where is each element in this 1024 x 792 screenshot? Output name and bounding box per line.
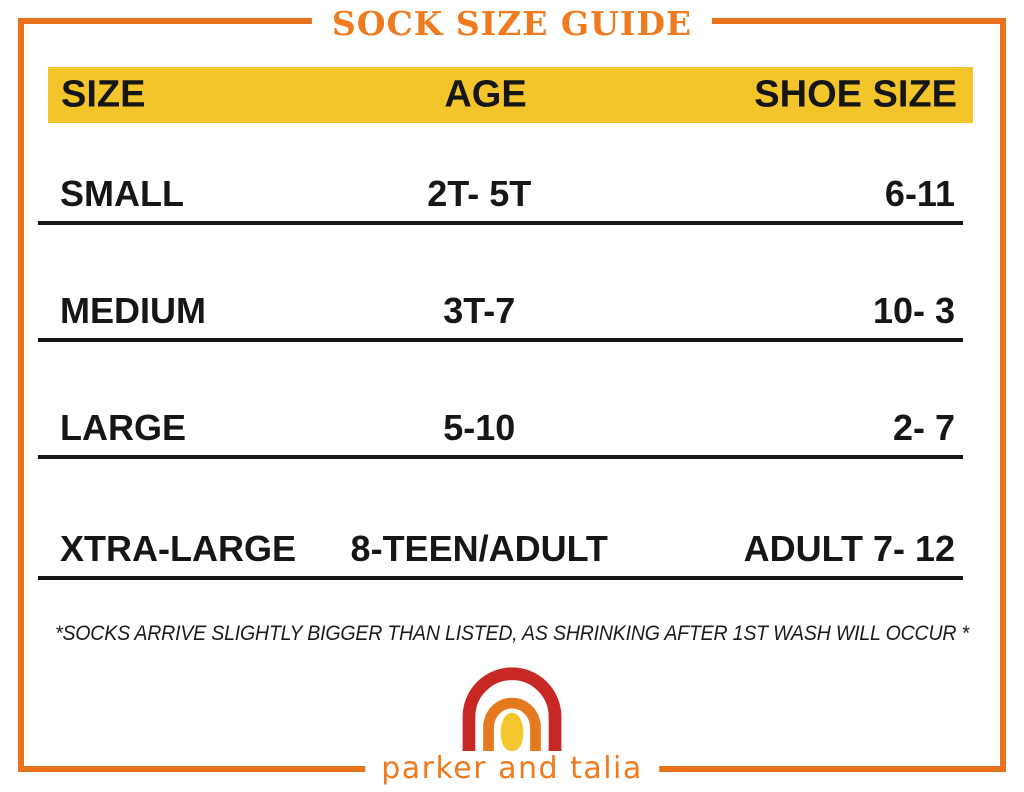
- cell-shoe-size: 10- 3: [872, 290, 955, 331]
- rainbow-logo-icon: [462, 667, 562, 752]
- header-age: AGE: [444, 73, 527, 116]
- cell-size: SMALL: [60, 173, 184, 214]
- cell-shoe-size: 2- 7: [892, 407, 955, 448]
- cell-age: 8-TEEN/ADULT: [350, 528, 608, 569]
- cell-age: 5-10: [443, 407, 516, 448]
- cell-size: LARGE: [60, 407, 186, 448]
- header-size: SIZE: [61, 73, 146, 116]
- rainbow-outer-red-arc: [462, 667, 562, 752]
- page-title: SOCK SIZE GUIDE: [311, 2, 713, 46]
- table-row-large: LARGE 5-10 2- 7: [38, 394, 963, 459]
- rainbow-middle-orange-arc: [483, 697, 541, 752]
- cell-age: 3T-7: [443, 290, 516, 331]
- table-row-xtra-large: XTRA-LARGE 8-TEEN/ADULT ADULT 7- 12: [38, 515, 963, 580]
- cell-shoe-size: 6-11: [884, 173, 955, 214]
- table-row-medium: MEDIUM 3T-7 10- 3: [38, 277, 963, 342]
- table-row-small: SMALL 2T- 5T 6-11: [38, 160, 963, 225]
- table-header-row: SIZE AGE SHOE SIZE: [48, 67, 973, 123]
- cell-size: MEDIUM: [60, 290, 206, 331]
- brand-name: parker and talia: [365, 746, 659, 792]
- cell-shoe-size: ADULT 7- 12: [743, 528, 955, 569]
- cell-age: 2T- 5T: [427, 173, 532, 214]
- header-shoe-size: SHOE SIZE: [754, 73, 957, 116]
- rainbow-inner-yellow-blob: [500, 712, 524, 752]
- cell-size: XTRA-LARGE: [60, 528, 296, 569]
- shrink-warning-footnote: *SOCKS ARRIVE SLIGHTLY BIGGER THAN LISTE…: [55, 622, 969, 645]
